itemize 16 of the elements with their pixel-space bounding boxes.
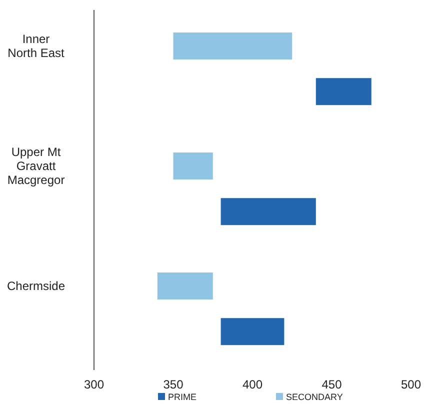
legend-label: PRIME bbox=[168, 392, 197, 402]
bar bbox=[220, 318, 284, 346]
legend-label: SECONDARY bbox=[286, 392, 343, 402]
bar bbox=[316, 78, 372, 106]
y-tick-label: Inner North East bbox=[8, 32, 66, 60]
x-tick-label: 500 bbox=[400, 378, 422, 392]
bar bbox=[173, 152, 213, 180]
x-tick-label: 400 bbox=[242, 378, 263, 392]
x-tick-label: 300 bbox=[84, 378, 104, 392]
bar bbox=[220, 198, 316, 226]
y-tick-label: Upper Mt Gravatt Macgregor bbox=[7, 145, 65, 187]
bar bbox=[157, 272, 213, 300]
bar bbox=[173, 32, 292, 60]
x-tick-label: 350 bbox=[163, 378, 184, 392]
x-tick-label: 450 bbox=[322, 378, 342, 392]
y-tick-label: Chermside bbox=[6, 279, 66, 293]
